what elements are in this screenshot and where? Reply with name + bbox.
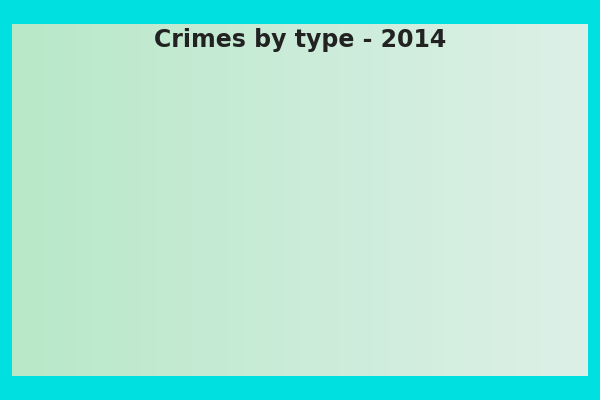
Text: Thefts (71.5%): Thefts (71.5%): [363, 249, 488, 273]
Text: Rapes (1.3%): Rapes (1.3%): [82, 164, 229, 195]
Text: Arson (0.6%): Arson (0.6%): [99, 217, 222, 282]
Wedge shape: [181, 148, 300, 221]
Wedge shape: [250, 85, 300, 200]
Text: Burglaries (9.7%): Burglaries (9.7%): [76, 140, 245, 153]
Text: Crimes by type - 2014: Crimes by type - 2014: [154, 28, 446, 52]
Wedge shape: [197, 91, 300, 200]
Wedge shape: [268, 80, 300, 200]
Text: Auto thefts (10.0%): Auto thefts (10.0%): [29, 190, 221, 238]
Text: Assaults (4.3%): Assaults (4.3%): [191, 70, 289, 121]
Wedge shape: [183, 80, 419, 320]
Wedge shape: [182, 200, 300, 226]
Text: Robberies (2.5%): Robberies (2.5%): [107, 105, 271, 127]
Text: City-Data.com: City-Data.com: [356, 87, 448, 100]
Wedge shape: [193, 139, 300, 200]
